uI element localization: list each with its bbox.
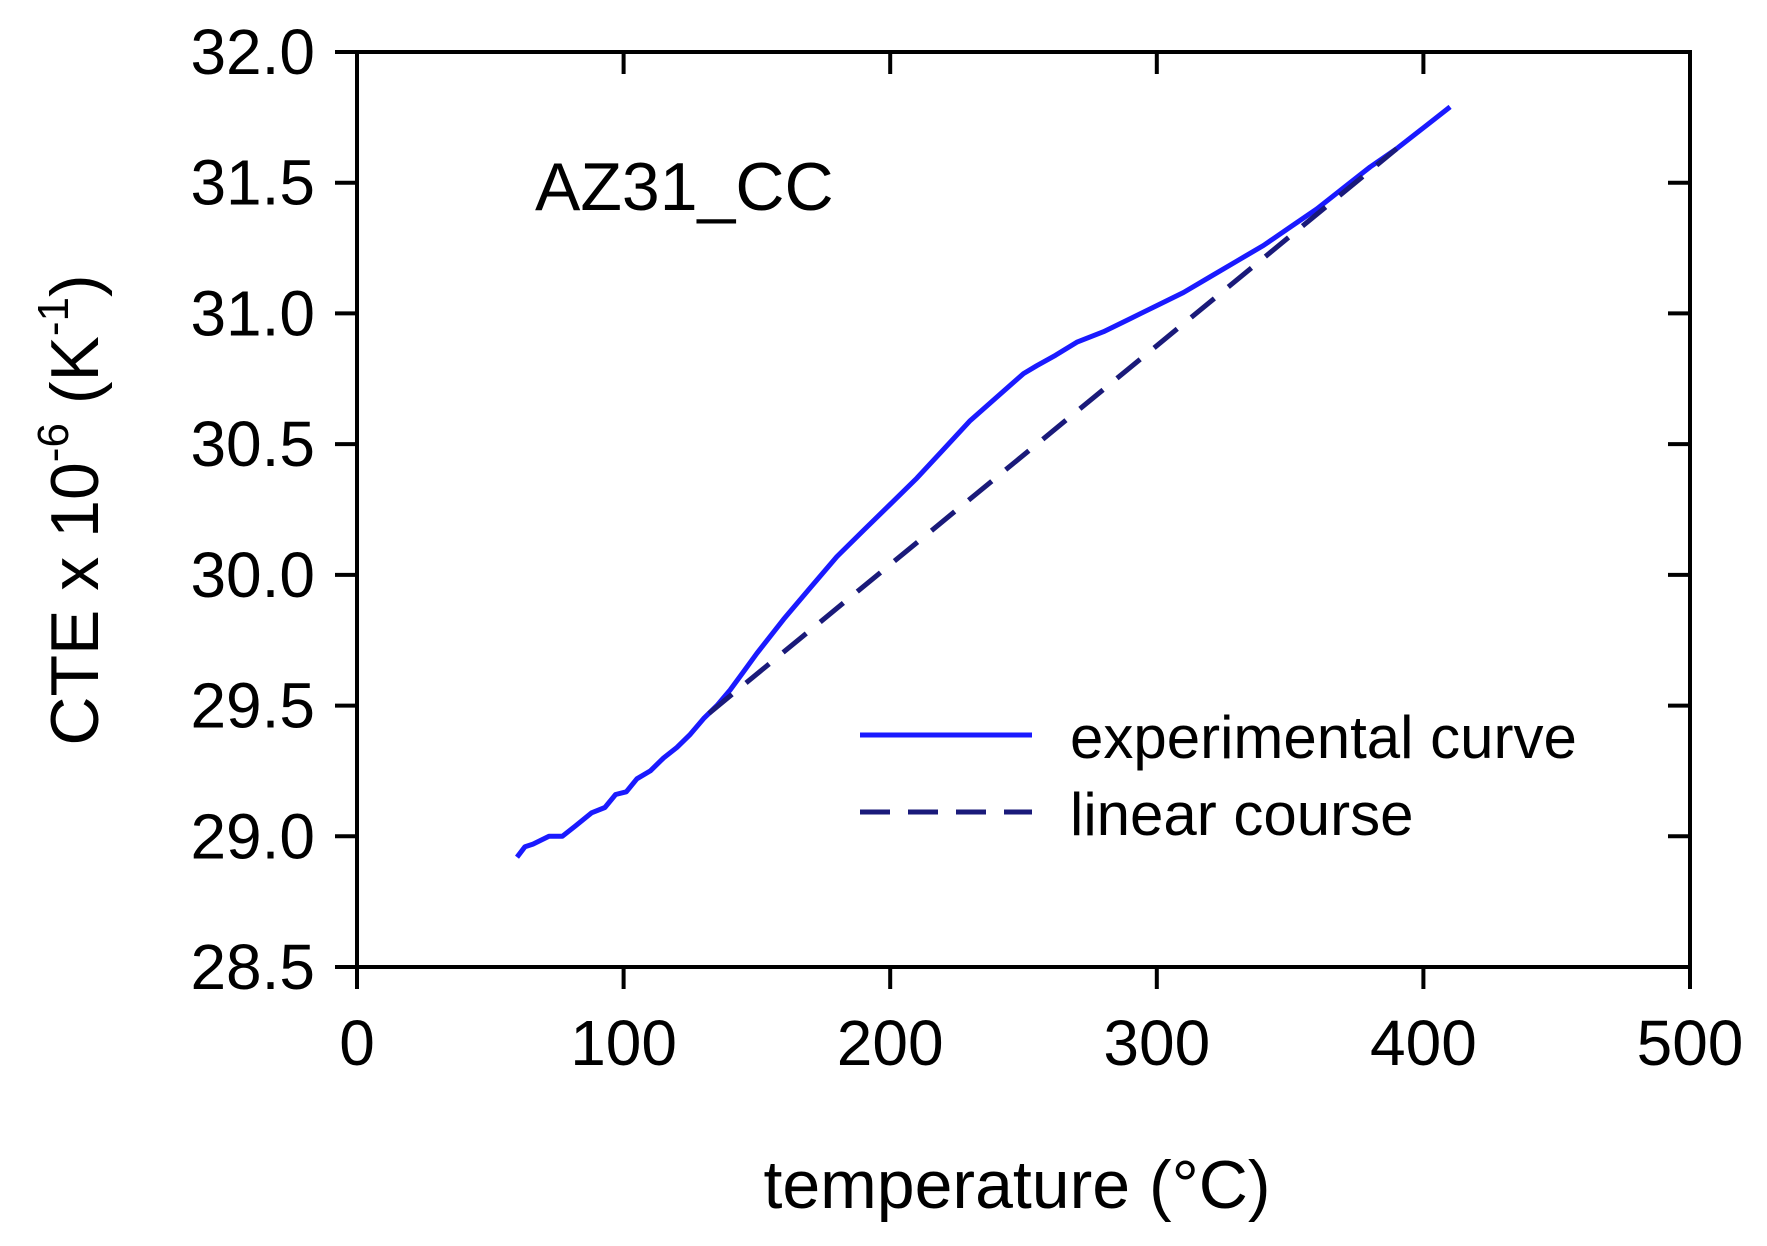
x-tick-label: 300 (1103, 1007, 1210, 1079)
series-line-experimental (515, 104, 1452, 859)
x-tick-label: 400 (1370, 1007, 1477, 1079)
series-line-linear (707, 146, 1399, 716)
y-axis-label: CTE x 10-6 (K-1) (29, 274, 113, 745)
x-tick-label: 500 (1637, 1007, 1744, 1079)
y-axis-label-base: CTE x 10 (37, 462, 113, 745)
y-tick-label: 29.5 (190, 670, 315, 742)
y-tick-label: 30.0 (190, 539, 315, 611)
y-axis-label-exponent: -6 (29, 423, 78, 462)
x-tick-label: 100 (570, 1007, 677, 1079)
x-tick-label: 200 (837, 1007, 944, 1079)
y-tick-label: 30.5 (190, 408, 315, 480)
y-tick-label: 29.0 (190, 800, 315, 872)
y-axis-label-unit-exponent: -1 (29, 297, 78, 336)
y-tick-label: 32.0 (190, 16, 315, 88)
legend-label-experimental: experimental curve (1070, 704, 1577, 771)
plot-frame (355, 50, 1692, 969)
y-tick-label: 31.5 (190, 147, 315, 219)
x-tick-label: 0 (339, 1007, 375, 1079)
y-axis-label-unit-close: ) (37, 274, 113, 297)
y-tick-label: 28.5 (190, 931, 315, 1003)
sample-annotation: AZ31_CC (535, 149, 834, 225)
x-axis-label: temperature (°C) (763, 1147, 1270, 1223)
legend-label-linear: linear course (1070, 781, 1414, 848)
y-tick-label: 31.0 (190, 277, 315, 349)
legend: experimental curve linear course (860, 704, 1577, 848)
axis-ticks: 0 100 200 300 400 500 28.5 29.0 29.5 30.0 30.5 31.0… (190, 16, 1743, 1079)
series-group (515, 104, 1452, 859)
y-axis-label-unit-open: (K (37, 336, 113, 423)
